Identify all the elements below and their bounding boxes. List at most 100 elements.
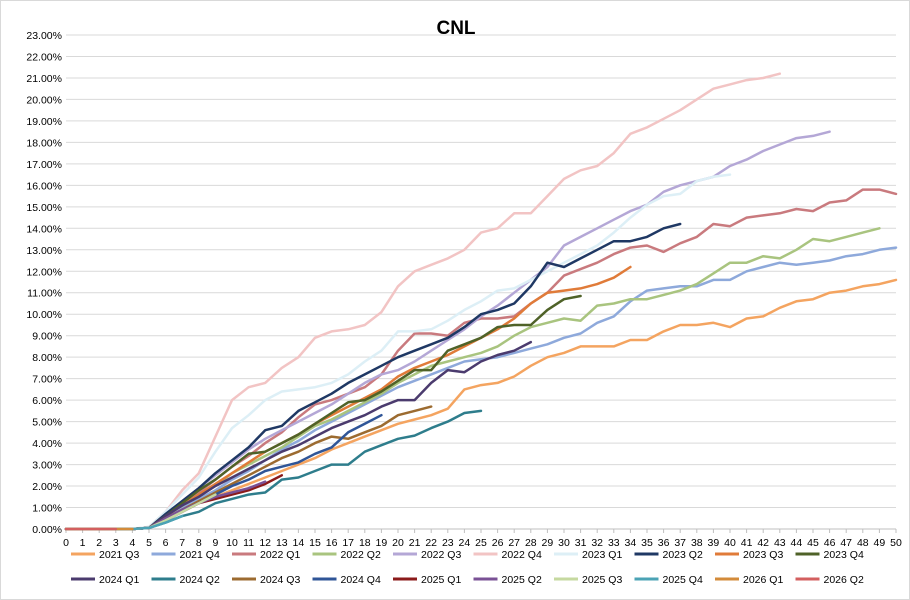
x-tick-label: 24 xyxy=(459,537,471,549)
y-tick-label: 0.00% xyxy=(32,524,62,536)
x-tick-label: 45 xyxy=(807,537,819,549)
legend-label: 2024 Q2 xyxy=(180,574,220,586)
y-tick-label: 3.00% xyxy=(32,460,62,472)
x-tick-label: 43 xyxy=(774,537,786,549)
legend-item: 2023 Q1 xyxy=(554,549,622,561)
x-tick-label: 50 xyxy=(890,537,902,549)
x-tick-label: 31 xyxy=(575,537,587,549)
x-tick-label: 19 xyxy=(376,537,388,549)
legend-label: 2024 Q1 xyxy=(99,574,139,586)
y-tick-label: 17.00% xyxy=(26,159,62,171)
y-tick-label: 14.00% xyxy=(26,223,62,235)
x-tick-label: 0 xyxy=(63,537,69,549)
y-tick-label: 16.00% xyxy=(26,180,62,192)
x-tick-label: 27 xyxy=(508,537,520,549)
x-tick-label: 36 xyxy=(658,537,670,549)
y-tick-label: 23.00% xyxy=(26,30,62,42)
y-tick-label: 1.00% xyxy=(32,503,62,515)
legend-label: 2026 Q1 xyxy=(743,574,783,586)
y-tick-label: 5.00% xyxy=(32,417,62,429)
x-tick-label: 48 xyxy=(857,537,869,549)
x-tick-label: 47 xyxy=(840,537,852,549)
x-tick-label: 21 xyxy=(409,537,421,549)
x-tick-label: 29 xyxy=(542,537,554,549)
legend-item: 2022 Q1 xyxy=(232,549,300,561)
legend-item: 2024 Q1 xyxy=(71,574,139,586)
x-tick-label: 14 xyxy=(293,537,305,549)
series-lines xyxy=(64,72,898,531)
x-tick-label: 8 xyxy=(196,537,202,549)
y-tick-label: 18.00% xyxy=(26,137,62,149)
y-tick-label: 12.00% xyxy=(26,266,62,278)
legend-label: 2023 Q1 xyxy=(582,549,622,561)
legend-label: 2022 Q4 xyxy=(502,549,542,561)
x-tick-label: 13 xyxy=(276,537,288,549)
x-tick-label: 10 xyxy=(226,537,238,549)
x-tick-label: 15 xyxy=(309,537,321,549)
chart-title: CNL xyxy=(436,18,475,39)
legend-label: 2022 Q1 xyxy=(260,549,300,561)
x-tick-label: 9 xyxy=(212,537,218,549)
x-tick-label: 2 xyxy=(96,537,102,549)
x-tick-label: 7 xyxy=(179,537,185,549)
x-tick-label: 18 xyxy=(359,537,371,549)
legend-label: 2022 Q3 xyxy=(421,549,461,561)
x-tick-label: 11 xyxy=(243,537,254,549)
x-tick-label: 6 xyxy=(163,537,169,549)
series-line-2023-q3 xyxy=(64,265,632,531)
legend: 2021 Q3 2021 Q4 2022 Q1 2022 Q2 2022 Q3 2022 … xyxy=(71,549,864,586)
series-line-2022-q3 xyxy=(64,130,831,531)
legend-item: 2025 Q4 xyxy=(634,574,703,586)
x-tick-label: 20 xyxy=(392,537,404,549)
legend-item: 2022 Q3 xyxy=(393,549,461,561)
x-tick-label: 26 xyxy=(492,537,504,549)
y-axis: 0.00% 1.00% 2.00% 3.00% 4.00% 5.00% 6.00% 7.00%… xyxy=(26,30,62,536)
x-tick-label: 44 xyxy=(791,537,803,549)
x-tick-label: 23 xyxy=(442,537,454,549)
x-tick-label: 25 xyxy=(475,537,487,549)
legend-label: 2021 Q3 xyxy=(99,549,139,561)
x-tick-label: 30 xyxy=(558,537,570,549)
legend-item: 2026 Q1 xyxy=(715,574,783,586)
legend-label: 2024 Q4 xyxy=(341,574,381,586)
legend-item: 2021 Q3 xyxy=(71,549,139,561)
x-tick-label: 41 xyxy=(741,537,753,549)
x-tick-label: 3 xyxy=(113,537,119,549)
x-tick-label: 12 xyxy=(259,537,271,549)
y-tick-label: 21.00% xyxy=(26,73,62,85)
y-tick-label: 4.00% xyxy=(32,438,62,450)
y-tick-label: 15.00% xyxy=(26,202,62,214)
legend-item: 2025 Q1 xyxy=(393,574,461,586)
legend-label: 2023 Q3 xyxy=(743,549,783,561)
y-tick-label: 7.00% xyxy=(32,374,62,386)
legend-item: 2024 Q2 xyxy=(151,574,220,586)
x-axis: 0 1 2 3 4 5 6 7 8 9 10 11 12 13 14 15 16 17 18 19 20 21 22 23 24… xyxy=(63,528,902,549)
x-tick-label: 32 xyxy=(591,537,603,549)
legend-item: 2023 Q3 xyxy=(715,549,783,561)
series-line-2021-q4 xyxy=(64,246,898,531)
legend-item: 2024 Q4 xyxy=(312,574,381,586)
legend-item: 2025 Q2 xyxy=(473,574,542,586)
legend-label: 2025 Q2 xyxy=(502,574,542,586)
x-tick-label: 35 xyxy=(641,537,653,549)
legend-item: 2024 Q3 xyxy=(232,574,300,586)
x-tick-label: 42 xyxy=(757,537,769,549)
y-tick-label: 20.00% xyxy=(26,94,62,106)
legend-item: 2026 Q2 xyxy=(795,574,864,586)
x-tick-label: 46 xyxy=(824,537,836,549)
x-tick-label: 17 xyxy=(342,537,354,549)
series-line-2023-q1 xyxy=(64,173,732,531)
legend-label: 2021 Q4 xyxy=(180,549,220,561)
legend-label: 2023 Q4 xyxy=(824,549,864,561)
gridlines xyxy=(66,34,896,530)
x-tick-label: 16 xyxy=(326,537,338,549)
series-line-2023-q2 xyxy=(64,222,682,531)
legend-label: 2023 Q2 xyxy=(663,549,703,561)
x-tick-label: 38 xyxy=(691,537,703,549)
x-tick-label: 28 xyxy=(525,537,537,549)
y-tick-label: 9.00% xyxy=(32,331,62,343)
legend-item: 2023 Q4 xyxy=(795,549,864,561)
legend-item: 2022 Q4 xyxy=(473,549,542,561)
